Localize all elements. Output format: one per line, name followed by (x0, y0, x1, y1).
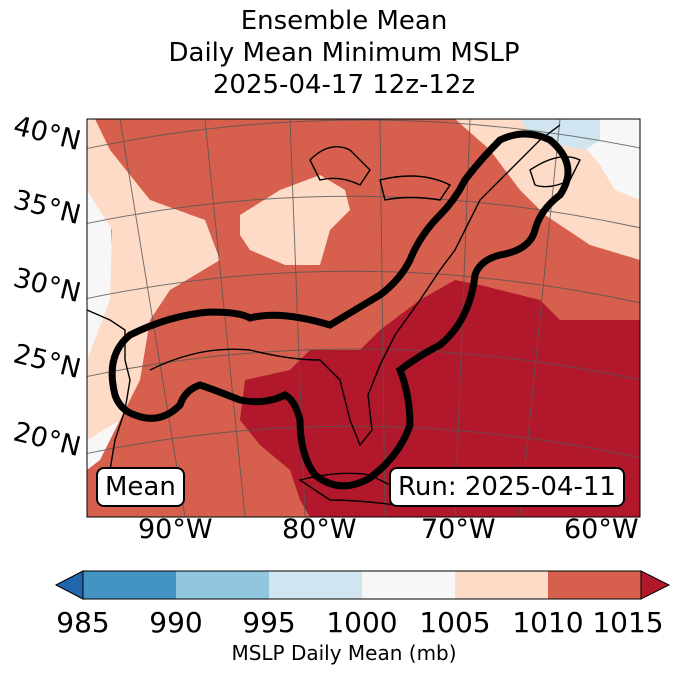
map-field (87, 119, 640, 517)
mean-label: Mean (96, 467, 185, 507)
title-line-3: 2025-04-17 12z-12z (212, 70, 476, 100)
lon-label-80w: 80°W (282, 514, 357, 545)
colorbar-extend-high (640, 570, 671, 600)
title-line-2: Daily Mean Minimum MSLP (168, 38, 520, 68)
probability-contour (108, 130, 572, 490)
colorbar-bin-1000-1005 (362, 571, 455, 599)
run-date-label: Run: 2025-04-11 (389, 467, 625, 507)
colorbar-tick-995: 995 (242, 606, 296, 639)
colorbar-bin-990-995 (176, 571, 269, 599)
colorbar-title: MSLP Daily Mean (mb) (231, 641, 457, 665)
title-line-1: Ensemble Mean (240, 6, 448, 36)
colorbar-extend-low (54, 570, 84, 600)
colorbar-tick-1015: 1015 (592, 606, 664, 639)
lon-label-70w: 70°W (421, 514, 496, 545)
colorbar-tick-1010: 1010 (512, 606, 584, 639)
lon-label-60w: 60°W (564, 514, 639, 545)
colorbar-tick-985: 985 (56, 606, 110, 639)
lon-label-90w: 90°W (138, 514, 213, 545)
colorbar-tick-990: 990 (149, 606, 203, 639)
map-frame (86, 118, 641, 518)
colorbar-bin-1005-1010 (455, 571, 548, 599)
colorbar (54, 570, 671, 600)
colorbar-bin-1010-1015 (548, 571, 641, 599)
colorbar-tick-1005: 1005 (419, 606, 491, 639)
colorbar-bin-985-990 (83, 571, 176, 599)
colorbar-bin-995-1000 (269, 571, 362, 599)
colorbar-tick-1000: 1000 (326, 606, 398, 639)
